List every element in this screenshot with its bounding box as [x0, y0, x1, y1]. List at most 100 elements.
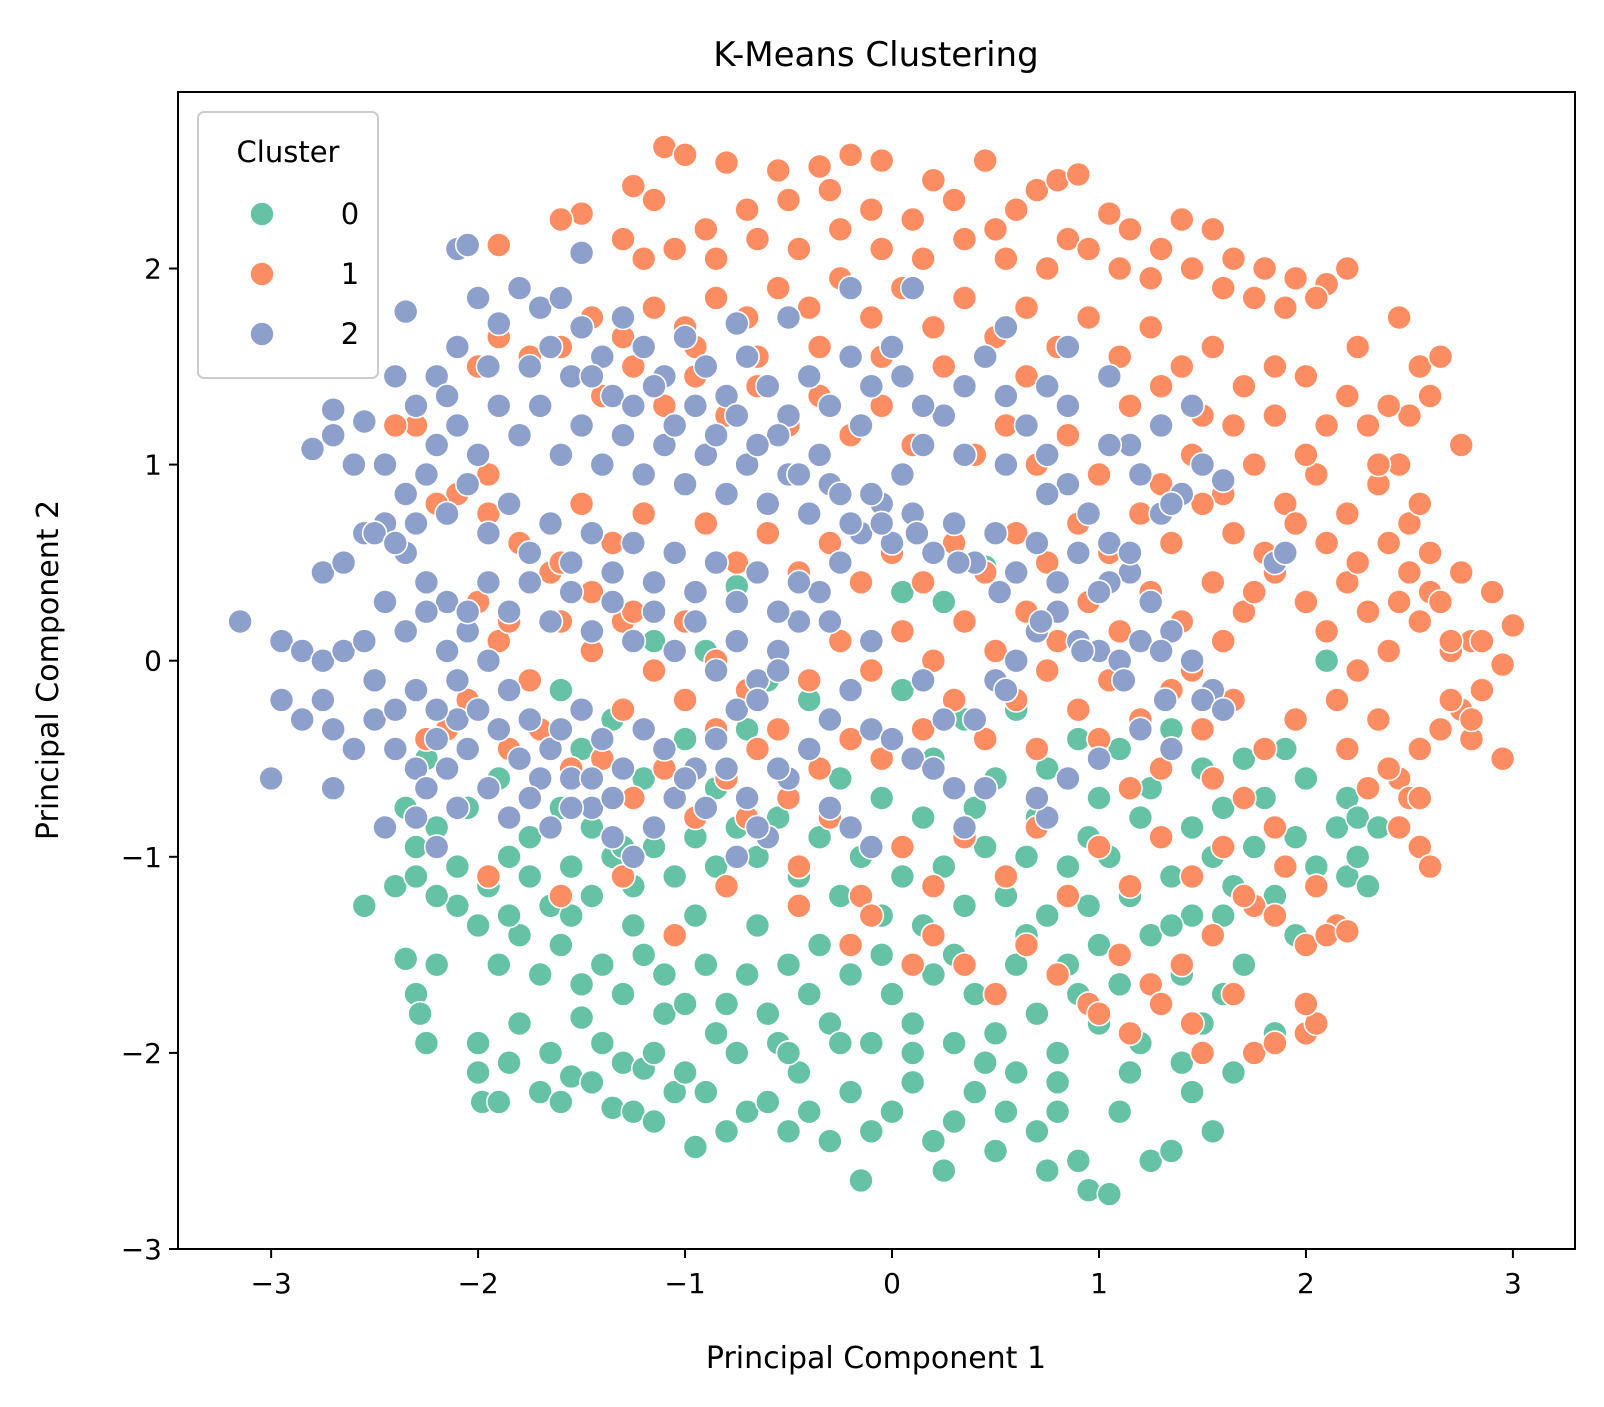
point-cluster-2-300 — [1069, 638, 1096, 664]
point-cluster-1-177 — [516, 667, 543, 694]
point-cluster-2-78 — [423, 363, 450, 390]
point-cluster-2-132 — [651, 432, 678, 458]
point-cluster-1-88 — [641, 294, 667, 321]
point-cluster-0-104 — [485, 951, 512, 978]
point-cluster-2-204 — [568, 696, 595, 723]
point-cluster-2-198 — [444, 667, 471, 694]
point-cluster-2-76 — [568, 240, 595, 266]
point-cluster-1-144 — [1324, 687, 1350, 713]
point-cluster-2-91 — [692, 353, 719, 380]
point-cluster-2-99 — [858, 373, 885, 400]
point-cluster-0-10 — [465, 1030, 491, 1056]
point-cluster-2-59 — [1075, 500, 1102, 527]
point-cluster-0-16 — [537, 1040, 564, 1066]
point-cluster-1-173 — [641, 657, 667, 684]
point-cluster-1-304 — [786, 853, 812, 880]
point-cluster-0-154 — [1334, 785, 1361, 811]
point-cluster-2-22 — [310, 559, 336, 586]
point-cluster-1-164 — [920, 647, 947, 674]
point-cluster-2-88 — [630, 334, 657, 360]
point-cluster-1-17 — [610, 226, 636, 252]
point-cluster-2-160 — [496, 490, 522, 517]
point-cluster-0-190 — [910, 804, 936, 831]
point-cluster-1-280 — [1303, 1010, 1330, 1037]
point-cluster-1-58 — [1386, 304, 1412, 331]
point-cluster-1-172 — [672, 687, 698, 713]
point-cluster-2-253 — [1086, 745, 1112, 772]
point-cluster-0-181 — [1106, 736, 1133, 762]
point-cluster-1-321 — [1148, 373, 1174, 400]
point-cluster-1-11 — [1065, 161, 1092, 188]
point-cluster-0-43 — [858, 1118, 885, 1145]
point-cluster-1-34 — [1251, 255, 1278, 282]
point-cluster-2-79 — [444, 334, 471, 360]
point-cluster-1-27 — [1055, 226, 1081, 252]
point-cluster-1-325 — [1293, 441, 1319, 468]
point-cluster-0-56 — [1065, 1148, 1092, 1174]
point-cluster-2-276 — [723, 402, 750, 429]
point-cluster-1-7 — [920, 167, 947, 193]
point-cluster-1-28 — [1096, 200, 1123, 227]
point-cluster-2-127 — [548, 441, 574, 468]
point-cluster-0-39 — [796, 1098, 823, 1125]
point-cluster-2-20 — [423, 834, 450, 860]
point-cluster-2-261 — [858, 628, 885, 654]
point-cluster-2-87 — [610, 304, 636, 331]
point-cluster-1-285 — [1179, 1010, 1205, 1037]
point-cluster-0-19 — [568, 1004, 595, 1031]
point-cluster-2-28 — [434, 589, 460, 615]
point-cluster-2-216 — [817, 706, 843, 733]
point-cluster-0-225 — [703, 1020, 729, 1047]
point-cluster-1-117 — [1241, 451, 1267, 478]
point-cluster-2-165 — [599, 559, 626, 586]
points-layer — [227, 134, 1526, 1207]
point-cluster-0-44 — [879, 1098, 905, 1125]
point-cluster-0-7 — [413, 1030, 440, 1056]
point-cluster-0-96 — [651, 961, 678, 988]
point-cluster-1-340 — [1231, 785, 1257, 811]
point-cluster-1-266 — [982, 981, 1009, 1007]
point-cluster-0-211 — [806, 932, 833, 958]
point-cluster-2-108 — [1096, 363, 1123, 390]
point-cluster-1-329 — [1148, 755, 1174, 782]
point-cluster-2-16 — [258, 765, 284, 792]
point-cluster-1-300 — [1365, 451, 1392, 478]
point-cluster-1-86 — [703, 285, 729, 311]
point-cluster-1-4 — [806, 153, 833, 180]
point-cluster-2-257 — [1024, 785, 1050, 811]
point-cluster-2-3 — [310, 647, 336, 674]
point-cluster-2-5 — [351, 628, 378, 654]
point-cluster-2-187 — [641, 598, 667, 625]
point-cluster-2-14 — [423, 726, 450, 752]
point-cluster-2-260 — [910, 667, 936, 694]
point-cluster-1-140 — [1355, 775, 1381, 802]
point-cluster-2-50 — [889, 461, 916, 488]
point-cluster-2-281 — [516, 353, 543, 380]
point-cluster-0-142 — [1179, 902, 1205, 929]
point-cluster-2-258 — [972, 775, 999, 802]
point-cluster-0-14 — [506, 1010, 533, 1037]
point-cluster-1-250 — [1179, 863, 1205, 890]
point-cluster-2-23 — [330, 549, 357, 576]
point-cluster-2-268 — [951, 441, 978, 468]
point-cluster-2-62 — [1137, 589, 1164, 615]
point-cluster-0-41 — [837, 1079, 864, 1105]
point-cluster-2-18 — [372, 814, 398, 841]
point-cluster-0-112 — [558, 853, 585, 880]
point-cluster-2-177 — [434, 638, 460, 664]
point-cluster-2-13 — [403, 755, 429, 782]
point-cluster-0-223 — [444, 853, 471, 880]
point-cluster-1-165 — [889, 618, 916, 645]
point-cluster-0-101 — [548, 932, 574, 958]
point-cluster-0-140 — [1137, 922, 1164, 949]
point-cluster-1-6 — [868, 147, 895, 174]
point-cluster-1-139 — [1417, 853, 1443, 880]
point-cluster-1-273 — [610, 863, 636, 890]
point-cluster-2-288 — [579, 363, 605, 390]
point-cluster-2-96 — [796, 363, 823, 390]
point-cluster-2-51 — [910, 432, 936, 458]
point-cluster-1-42 — [786, 236, 812, 262]
point-cluster-0-64 — [1200, 1118, 1226, 1145]
point-cluster-1-62 — [1396, 402, 1423, 429]
point-cluster-2-11 — [361, 706, 388, 733]
